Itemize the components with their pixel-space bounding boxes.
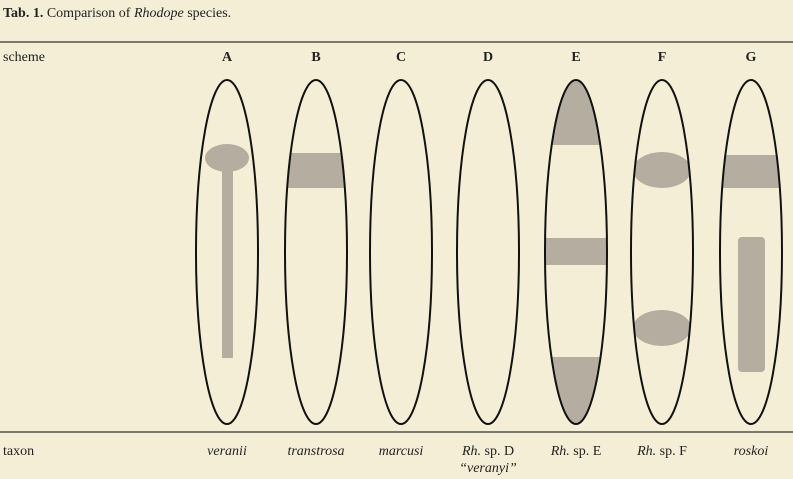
gray-region <box>285 153 347 188</box>
taxon-name: veranii <box>207 444 247 459</box>
row-label: scheme <box>3 50 45 65</box>
taxon: marcusi <box>379 444 424 459</box>
column-letter: A <box>222 50 233 65</box>
genus-abbr: Rh. <box>636 444 656 459</box>
column-letter: B <box>311 50 320 65</box>
taxon-name: sp. E <box>573 444 601 459</box>
scheme-outline <box>195 79 259 425</box>
taxon: Rh. sp. D <box>461 444 514 459</box>
scheme-outline <box>630 79 694 425</box>
gray-region <box>222 158 233 358</box>
scheme-shapes <box>633 152 691 346</box>
scheme-outline <box>544 79 608 425</box>
synonym: “veranyi” <box>459 461 517 476</box>
genus-abbr: Rh. <box>461 444 481 459</box>
taxon: Rh. sp. F <box>636 444 687 459</box>
table-title: Tab. 1. Comparison of Rhodope species. <box>3 6 231 21</box>
taxon: Rh. sp. E <box>550 444 602 459</box>
title-label: Tab. 1. <box>3 6 43 21</box>
taxon-name: sp. D <box>485 444 515 459</box>
taxon-name: transtrosa <box>287 444 344 459</box>
column-letter: E <box>571 50 580 65</box>
scheme-shapes <box>285 153 347 188</box>
gray-region <box>720 155 782 188</box>
taxon-name: sp. F <box>660 444 687 459</box>
taxon: veranii <box>207 444 247 459</box>
scheme-shapes <box>720 155 782 372</box>
column-letter: C <box>396 50 406 65</box>
scheme-outline <box>719 79 783 425</box>
taxon-name: marcusi <box>379 444 424 459</box>
gray-region <box>738 237 765 372</box>
scheme-outline <box>456 79 520 425</box>
gray-region <box>633 152 691 188</box>
taxon: transtrosa <box>287 444 344 459</box>
column-letter: G <box>746 50 757 65</box>
column-letter: F <box>658 50 667 65</box>
gray-region <box>205 144 249 172</box>
scheme-outline <box>369 79 433 425</box>
scheme-shapes <box>205 144 249 358</box>
title-text: Comparison of <box>47 6 131 21</box>
gray-region <box>633 310 691 346</box>
taxon: roskoi <box>734 444 769 459</box>
scheme-outline <box>284 79 348 425</box>
gray-region <box>545 238 607 265</box>
title-text-end: species. <box>187 6 231 21</box>
column-letter: D <box>483 50 493 65</box>
title-genus: Rhodope <box>133 6 184 21</box>
genus-abbr: Rh. <box>550 444 570 459</box>
row-label: taxon <box>3 444 34 459</box>
taxon-name: roskoi <box>734 444 769 459</box>
